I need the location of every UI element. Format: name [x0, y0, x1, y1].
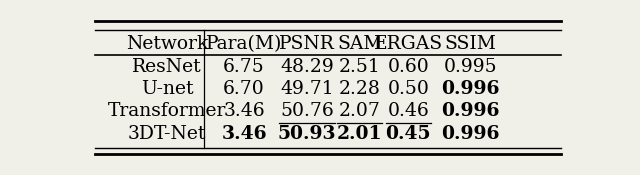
- Text: 6.70: 6.70: [223, 80, 265, 98]
- Text: 0.50: 0.50: [387, 80, 429, 98]
- Text: 0.45: 0.45: [385, 125, 431, 143]
- Text: 2.51: 2.51: [339, 58, 381, 76]
- Text: Para(M): Para(M): [206, 35, 282, 53]
- Text: 0.995: 0.995: [444, 58, 497, 76]
- Text: 50.76: 50.76: [280, 102, 334, 120]
- Text: 50.93: 50.93: [278, 125, 337, 143]
- Text: SSIM: SSIM: [444, 35, 496, 53]
- Text: 2.01: 2.01: [337, 125, 383, 143]
- Text: 3DT-Net: 3DT-Net: [128, 125, 206, 143]
- Text: 49.71: 49.71: [280, 80, 334, 98]
- Text: SAM: SAM: [337, 35, 383, 53]
- Text: 2.07: 2.07: [339, 102, 381, 120]
- Text: 2.28: 2.28: [339, 80, 381, 98]
- Text: PSNR: PSNR: [279, 35, 335, 53]
- Text: 48.29: 48.29: [280, 58, 334, 76]
- Text: 0.996: 0.996: [441, 80, 499, 98]
- Text: U-net: U-net: [141, 80, 193, 98]
- Text: 0.996: 0.996: [441, 125, 499, 143]
- Text: Transformer: Transformer: [108, 102, 227, 120]
- Text: 0.996: 0.996: [441, 102, 499, 120]
- Text: 3.46: 3.46: [221, 125, 267, 143]
- Text: ResNet: ResNet: [132, 58, 202, 76]
- Text: 0.60: 0.60: [387, 58, 429, 76]
- Text: 3.46: 3.46: [223, 102, 265, 120]
- Text: ERGAS: ERGAS: [374, 35, 443, 53]
- Text: 0.46: 0.46: [387, 102, 429, 120]
- Text: Network: Network: [126, 35, 208, 53]
- Text: 6.75: 6.75: [223, 58, 265, 76]
